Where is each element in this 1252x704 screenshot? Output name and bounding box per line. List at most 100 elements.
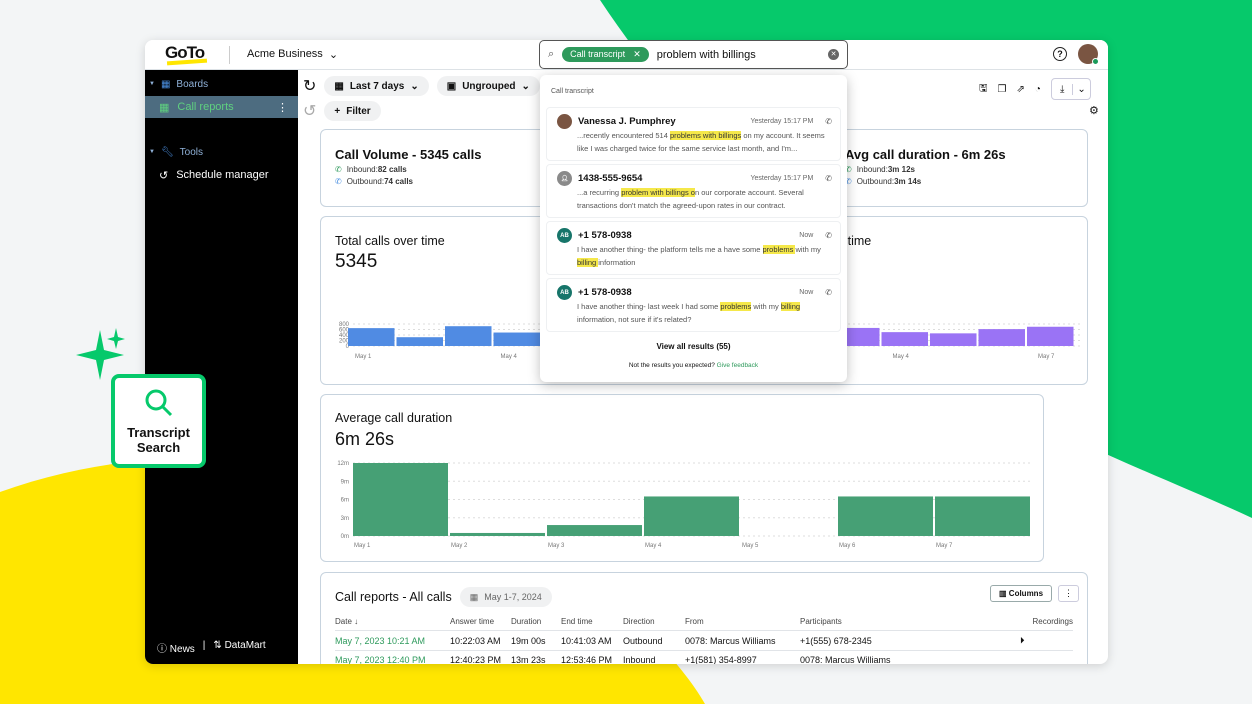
x-tick-label: May 4	[645, 543, 662, 549]
bar-may-4	[881, 332, 928, 346]
history-icon: ↺	[159, 169, 169, 182]
columns-button[interactable]: ▥ Columns	[990, 585, 1053, 602]
history-icon[interactable]: ◔	[1034, 83, 1041, 95]
search-input[interactable]: ⌕ Call transcript ✕ problem with billings…	[539, 40, 848, 69]
sidebar-item-schedule-manager[interactable]: ↺ Schedule manager	[159, 169, 269, 182]
avatar: 👤︎	[557, 171, 572, 186]
bar-may-7	[935, 496, 1030, 536]
sparkle-icon	[76, 330, 124, 380]
wrench-icon: 🔧︎	[160, 146, 174, 158]
avatar: AB	[557, 285, 572, 300]
search-icon: ⌕	[548, 48, 555, 60]
sidebar: ▼ ▦ Boards ▦ Call reports ⋮ ▼ 🔧︎ Tools ↺ Schedu…	[145, 70, 298, 664]
goto-logo: GoTo	[165, 43, 205, 62]
table-row[interactable]: May 7, 2023 10:21 AM 10:22:03 AM 19m 00s 10…	[335, 630, 1073, 651]
avatar	[557, 114, 572, 129]
search-result-item[interactable]: AB +1 578-0938 Now ✆ I have another thing- …	[546, 221, 841, 275]
x-tick-label: May 1	[355, 354, 372, 360]
chevron-down-icon: ⌄	[328, 49, 339, 61]
download-button[interactable]: ⤓ ⌄	[1050, 78, 1091, 100]
search-result-item[interactable]: 👤︎ 1438-555-9654 Yesterday 15:17 PM ✆ ...a …	[546, 164, 841, 218]
inbound-call-icon: ✆	[845, 165, 852, 174]
phone-call-icon: ✆	[825, 174, 832, 183]
outbound-call-icon: ✆	[845, 177, 852, 186]
sidebar-item-news[interactable]: ⓘ News	[157, 644, 195, 655]
search-filter-chip[interactable]: Call transcript ✕	[562, 47, 649, 62]
duration-bar-chart: 0m 3m 6m 9m 12m May 1 May 2 May 3 May 4 May 5 May …	[337, 461, 1031, 549]
x-tick-label: May 2	[451, 543, 468, 549]
y-tick-label: 800	[339, 322, 350, 328]
columns-icon: ▥	[999, 589, 1007, 598]
bar-may-2	[450, 532, 545, 536]
bar-may-5	[930, 333, 977, 346]
table-row[interactable]: May 7, 2023 12:40 PM 12:40:23 PM 13m 23s 12…	[335, 650, 1073, 664]
header: GoTo Acme Business ⌄ ⌕ Call transcript ✕ p…	[145, 40, 1108, 70]
column-header[interactable]: Date ↓	[335, 613, 450, 631]
help-icon[interactable]: ?	[1053, 47, 1067, 61]
column-header[interactable]: Participants	[800, 613, 1000, 631]
filter-button[interactable]: + Filter	[324, 101, 381, 121]
info-icon: ⓘ	[157, 644, 167, 655]
save-icon[interactable]: 🖫︎	[979, 82, 988, 94]
search-icon	[145, 389, 172, 417]
phone-call-icon: ✆	[825, 231, 832, 240]
play-recording-icon[interactable]: ⏵	[1020, 635, 1025, 645]
sidebar-item-datamart[interactable]: ⇅ DataMart	[213, 640, 266, 651]
column-header[interactable]: Direction	[623, 613, 685, 631]
avatar: AB	[557, 228, 572, 243]
sidebar-item-call-reports[interactable]: ▦ Call reports ⋮	[145, 96, 298, 118]
bar-may-4	[644, 496, 739, 536]
bar-may-6	[838, 496, 933, 536]
reset-icon[interactable]: ↺	[303, 103, 317, 120]
settings-icon[interactable]: ⚙	[1089, 105, 1099, 117]
bar-may-3	[547, 525, 642, 536]
bar-may-7	[1027, 326, 1074, 346]
search-result-item[interactable]: AB +1 578-0938 Now ✆ I have another thing- …	[546, 278, 841, 332]
calendar-icon: ▦	[334, 80, 344, 92]
x-tick-label: May 4	[501, 354, 518, 360]
more-icon: ⋮	[277, 101, 288, 114]
grouping-dropdown[interactable]: ▣ Ungrouped ⌄	[436, 76, 540, 96]
avg-duration-summary: Avg call duration - 6m 26s ✆ Inbound: 3m …	[845, 147, 1006, 186]
date-chip: ▦ May 1-7, 2024	[459, 587, 552, 607]
x-tick-label: May 5	[742, 543, 759, 549]
calendar-icon: ▦	[469, 591, 479, 602]
x-tick-label: May 6	[839, 543, 856, 549]
phone-call-icon: ✆	[825, 117, 832, 126]
x-tick-label: May 1	[354, 543, 371, 549]
column-header[interactable]: From	[685, 613, 800, 631]
sidebar-section-tools[interactable]: ▼ 🔧︎ Tools	[149, 146, 204, 158]
sidebar-section-boards[interactable]: ▼ ▦ Boards	[149, 78, 209, 90]
y-tick-label: 12m	[337, 461, 349, 467]
outbound-call-icon: ✆	[335, 177, 342, 186]
bar-may-3	[445, 326, 492, 346]
reports-table: Date ↓ Answer time Duration End time Directi…	[335, 613, 1073, 664]
account-selector[interactable]: Acme Business ⌄	[247, 48, 339, 61]
give-feedback-link[interactable]: Give feedback	[716, 362, 759, 369]
avatar[interactable]	[1078, 44, 1099, 65]
share-icon[interactable]: ⇗	[1016, 83, 1025, 95]
x-tick-label: May 7	[1038, 354, 1055, 360]
column-header[interactable]: End time	[561, 613, 623, 631]
search-results-dropdown: Call transcript Vanessa J. Pumphrey Yeste…	[540, 75, 847, 382]
search-result-item[interactable]: Vanessa J. Pumphrey Yesterday 15:17 PM ✆ .…	[546, 107, 841, 161]
group-icon: ▣	[446, 80, 457, 92]
refresh-icon[interactable]: ↻	[303, 78, 317, 95]
transcript-search-badge: Transcript Search	[111, 374, 206, 468]
bar-may-1	[353, 463, 448, 536]
average-duration-card: Average call duration 6m 26s 0m 3m 6m 9m 12m…	[320, 394, 1044, 562]
more-icon[interactable]: ⋮	[1058, 585, 1080, 602]
y-tick-label: 600	[339, 328, 350, 334]
copy-icon[interactable]: ❐	[997, 83, 1007, 95]
y-tick-label: 0	[346, 344, 350, 350]
column-header[interactable]: Answer time	[450, 613, 511, 631]
y-tick-label: 400	[339, 333, 350, 339]
y-tick-label: 9m	[341, 479, 349, 485]
column-header[interactable]: Duration	[511, 613, 561, 631]
y-tick-label: 3m	[341, 516, 349, 522]
clear-icon[interactable]: ✕	[828, 49, 839, 60]
view-all-results-link[interactable]: View all results (55)	[656, 342, 731, 351]
date-range-dropdown[interactable]: ▦ Last 7 days ⌄	[324, 76, 429, 96]
column-header[interactable]: Recordings	[1000, 613, 1073, 631]
y-tick-label: 0m	[341, 534, 349, 540]
